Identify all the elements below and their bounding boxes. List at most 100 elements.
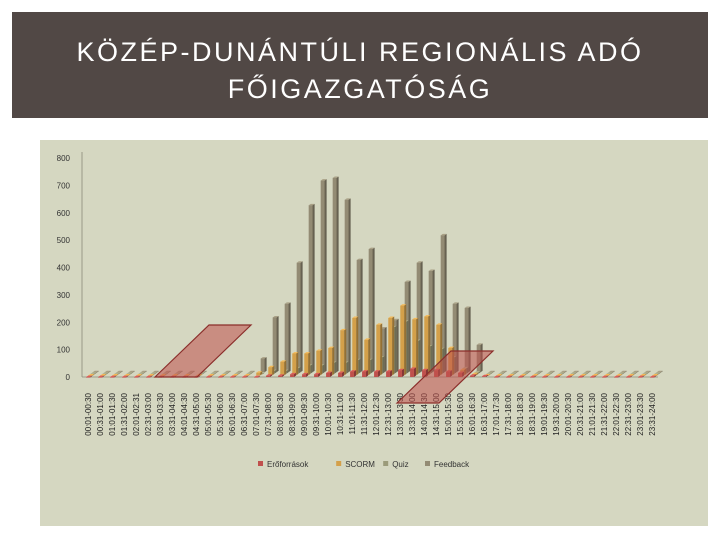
bar-top — [206, 375, 213, 377]
bar — [650, 377, 654, 378]
bar-side — [485, 374, 489, 377]
bar-side — [154, 372, 157, 375]
bar-top — [602, 375, 609, 377]
bar-top — [506, 375, 513, 377]
bar-top — [578, 375, 585, 377]
x-tick-label: 14:01-14:30 — [420, 392, 429, 435]
bar-top — [604, 374, 611, 376]
bar-top — [104, 370, 111, 373]
bar-top — [656, 370, 663, 373]
bar — [638, 377, 642, 378]
bar-side — [348, 198, 351, 373]
bar-side — [284, 360, 287, 376]
bar-top — [614, 375, 621, 377]
bar — [386, 371, 390, 377]
bar-side — [286, 369, 289, 374]
bar-side — [552, 370, 555, 373]
bar-side — [310, 364, 313, 374]
bar-top — [416, 261, 423, 263]
bar — [542, 377, 546, 378]
bar-side — [317, 372, 321, 377]
bar-top — [280, 360, 287, 362]
bar-top — [292, 352, 299, 354]
bar-side — [572, 374, 575, 376]
bar-side — [404, 304, 407, 376]
x-tick-label: 08:31-09:00 — [288, 392, 297, 435]
bar-side — [94, 372, 97, 375]
bar — [308, 205, 313, 373]
bar-side — [600, 370, 603, 373]
bar-top — [268, 365, 275, 368]
bar-top — [642, 372, 649, 374]
bar-side — [113, 375, 117, 378]
bar — [428, 270, 433, 373]
x-tick-label: 04:31-05:00 — [192, 392, 201, 435]
bar-top — [220, 374, 227, 376]
x-tick-label: 14:31-15:00 — [432, 392, 441, 435]
bar-side — [197, 375, 201, 378]
x-tick-label: 12:31-13:00 — [384, 392, 393, 435]
bar-side — [320, 349, 323, 376]
bar — [452, 303, 457, 373]
bar-top — [352, 316, 359, 318]
bar — [134, 377, 138, 378]
highlight-box-left — [153, 324, 253, 378]
bar-top — [518, 375, 525, 377]
bar-top — [290, 372, 297, 375]
bar-side — [622, 372, 625, 375]
bar-top — [592, 374, 599, 376]
x-tick-label: 10:31-11:00 — [336, 392, 345, 435]
bar — [578, 377, 582, 378]
bar-side — [502, 372, 505, 375]
x-tick-label: 11:01-11:30 — [348, 392, 357, 434]
bar-top — [582, 372, 589, 374]
bar — [314, 374, 318, 377]
bar-top — [560, 370, 567, 373]
x-tick-label: 05:01-05:30 — [204, 392, 213, 435]
bar-top — [124, 374, 131, 376]
bar-side — [92, 374, 95, 376]
bar-side — [406, 320, 409, 374]
bar-side — [202, 372, 205, 375]
bar-top — [626, 375, 633, 377]
bar-top — [548, 370, 555, 373]
bar-side — [528, 370, 531, 373]
bar-side — [634, 372, 637, 375]
bar-top — [508, 374, 515, 376]
bar-side — [593, 375, 597, 378]
x-tick-label: 09:31-10:00 — [312, 392, 321, 435]
bar — [284, 303, 289, 373]
bar — [272, 317, 277, 373]
bar — [110, 377, 114, 378]
bar-side — [101, 375, 105, 378]
bar-side — [514, 372, 517, 375]
bar-top — [284, 302, 291, 304]
bar-side — [209, 375, 213, 378]
bar-top — [620, 370, 627, 373]
bar-top — [140, 370, 147, 373]
bar — [338, 372, 342, 377]
legend-swatch — [336, 461, 342, 466]
bar-side — [648, 370, 651, 373]
x-tick-label: 10:01-10:30 — [324, 392, 333, 435]
legend-swatch — [383, 461, 389, 466]
bar-top — [644, 370, 651, 373]
bar-top — [606, 372, 613, 374]
bar-top — [542, 375, 549, 377]
bar-top — [654, 372, 661, 374]
bar-top — [374, 370, 381, 372]
bar — [260, 358, 265, 373]
bar-top — [470, 374, 477, 376]
bar-side — [120, 370, 123, 373]
bar-top — [86, 375, 93, 377]
bar-side — [236, 374, 239, 376]
bar — [350, 371, 354, 377]
bar-top — [594, 372, 601, 374]
bar-side — [140, 374, 143, 376]
bar-side — [392, 316, 395, 376]
bar-side — [588, 370, 591, 373]
bar-side — [620, 374, 623, 376]
bar-side — [536, 374, 539, 376]
bar-side — [264, 357, 267, 373]
bar-top — [208, 374, 215, 376]
